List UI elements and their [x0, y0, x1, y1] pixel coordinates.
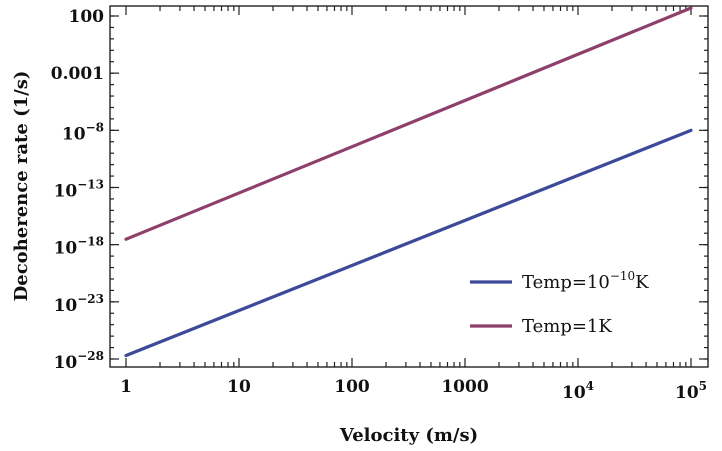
legend-label-1: Temp=1K: [522, 316, 612, 337]
y-tick-label: 10−23: [54, 292, 104, 316]
y-tick-label: 10−28: [54, 349, 104, 373]
ticks: [110, 6, 708, 367]
x-tick-label: 1000: [441, 377, 488, 397]
y-tick-label: 100: [69, 7, 105, 27]
series-lines: [124, 6, 693, 358]
series-line-0: [124, 128, 693, 358]
x-axis-label: Velocity (m/s): [339, 425, 478, 446]
y-tick-label: 10−13: [54, 178, 104, 202]
y-axis-label: Decoherence rate (1/s): [11, 71, 32, 302]
x-tick-labels: 1 10 100 1000 104 105: [120, 377, 707, 403]
y-tick-label: 10−8: [62, 120, 104, 144]
y-tick-labels: 10−28 10−23 10−18 10−13 10−8 0.001 100: [51, 7, 104, 373]
series-line-1: [124, 6, 693, 241]
x-tick-label: 10: [227, 377, 251, 397]
x-tick-label: 105: [675, 379, 707, 403]
plot-frame: [109, 5, 709, 368]
x-tick-label: 1: [120, 377, 132, 397]
x-tick-label: 100: [334, 377, 370, 397]
y-tick-label: 10−18: [54, 235, 104, 259]
x-tick-label: 104: [562, 379, 594, 403]
legend-label-0: Temp=10−10K: [522, 269, 649, 293]
y-tick-label: 0.001: [51, 64, 104, 84]
legend: Temp=10−10K Temp=1K: [470, 269, 649, 337]
